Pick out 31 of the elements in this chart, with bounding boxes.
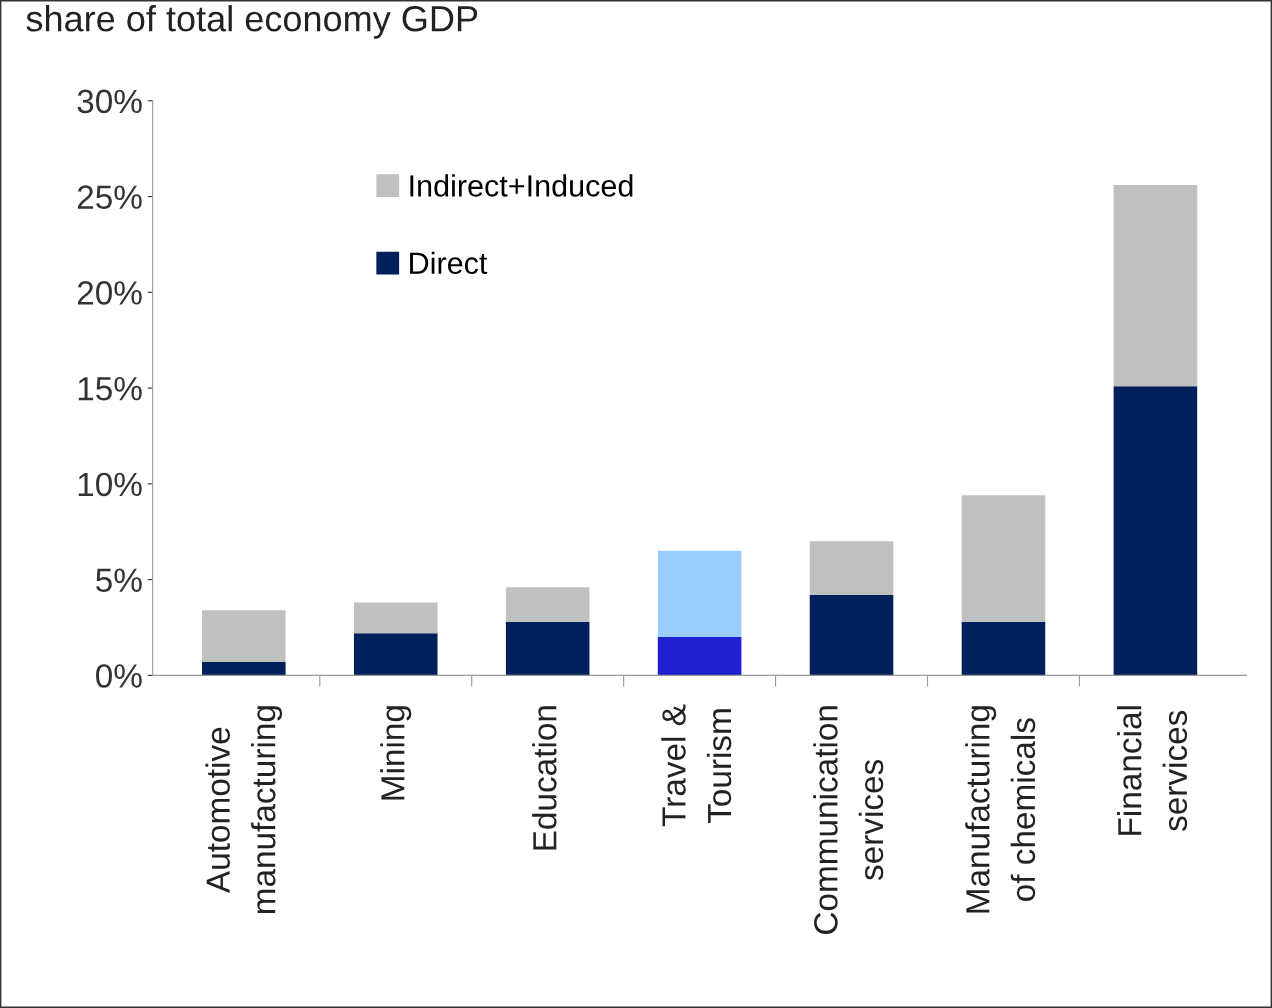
- x-tick-label: Manufacturing of chemicals: [965, 706, 1036, 913]
- bar: [353, 633, 438, 676]
- bar: [961, 495, 1046, 622]
- bar: [657, 637, 742, 676]
- bar: [202, 610, 286, 662]
- chart-title: share of total economy GDP: [26, 5, 478, 39]
- bar: [505, 621, 590, 676]
- y-tick-label: 20%: [77, 281, 142, 305]
- bar: [809, 594, 894, 676]
- x-tick-label: Education: [532, 706, 557, 850]
- bar: [1113, 185, 1198, 387]
- bar: [202, 661, 286, 676]
- y-tick-label: 25%: [77, 185, 142, 209]
- bar: [353, 602, 438, 634]
- x-tick-label: Travel & Tourism: [661, 704, 732, 827]
- x-tick-label: Mining: [380, 706, 412, 800]
- bar: [505, 587, 590, 622]
- y-tick-label: 0%: [96, 664, 142, 688]
- y-tick-label: 30%: [77, 89, 142, 114]
- x-tick-label: Financial services: [1117, 706, 1188, 835]
- bar: [809, 541, 894, 595]
- bar: [1113, 386, 1198, 676]
- x-tick-label: Communication services: [813, 706, 884, 934]
- legend-label: Direct: [410, 251, 488, 275]
- bar: [961, 621, 1046, 676]
- y-tick-label: 10%: [78, 472, 142, 497]
- bar: [657, 550, 742, 638]
- y-tick-label: 15%: [78, 377, 142, 401]
- legend-label: Indirect+Induced: [410, 174, 633, 197]
- x-tick-label: Automotive manufacturing: [205, 706, 283, 914]
- y-tick-label: 5%: [96, 568, 142, 593]
